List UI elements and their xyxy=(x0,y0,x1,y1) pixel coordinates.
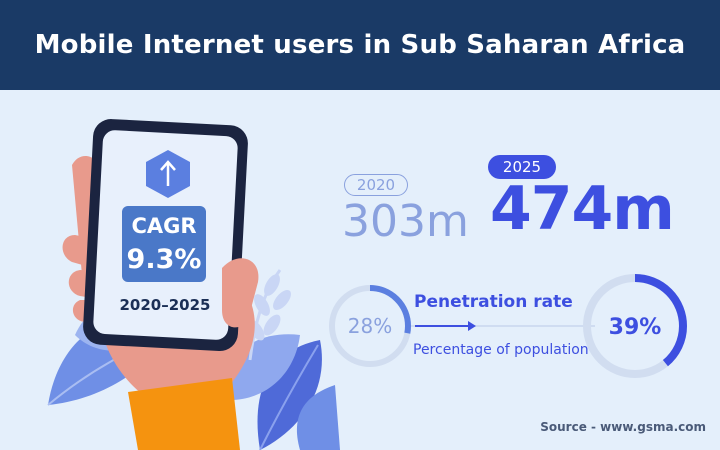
cagr-value: 9.3% xyxy=(126,244,202,275)
cagr-period: 2020–2025 xyxy=(119,296,211,314)
donut-2025-arc xyxy=(583,274,687,378)
donut-2020: 28% xyxy=(329,285,411,367)
penetration-subtitle: Percentage of population xyxy=(413,342,589,358)
arrow-up-icon xyxy=(146,150,190,198)
arrow-right-icon xyxy=(468,321,476,331)
cagr-label: CAGR xyxy=(131,214,197,238)
penetration-title: Penetration rate xyxy=(414,292,573,312)
thumb xyxy=(222,258,259,328)
users-2020-value: 303m xyxy=(342,196,469,247)
source-credit: Source - www.gsma.com xyxy=(540,420,706,434)
penetration-2020-value: 28% xyxy=(348,314,392,338)
sleeve xyxy=(128,378,240,450)
penetration-graphic: 28% 39% xyxy=(329,274,687,378)
year-2025-tag: 2025 xyxy=(488,155,556,179)
page-title: Mobile Internet users in Sub Saharan Afr… xyxy=(0,0,720,90)
donut-2020-arc xyxy=(329,285,411,367)
donut-2025: 39% xyxy=(583,274,687,378)
hand-phone-illustration xyxy=(47,119,340,450)
penetration-2025-value: 39% xyxy=(609,315,662,340)
users-2025-value: 474m xyxy=(490,174,675,244)
cagr-card: CAGR 9.3% xyxy=(122,206,206,282)
year-2020-tag: 2020 xyxy=(344,174,408,196)
